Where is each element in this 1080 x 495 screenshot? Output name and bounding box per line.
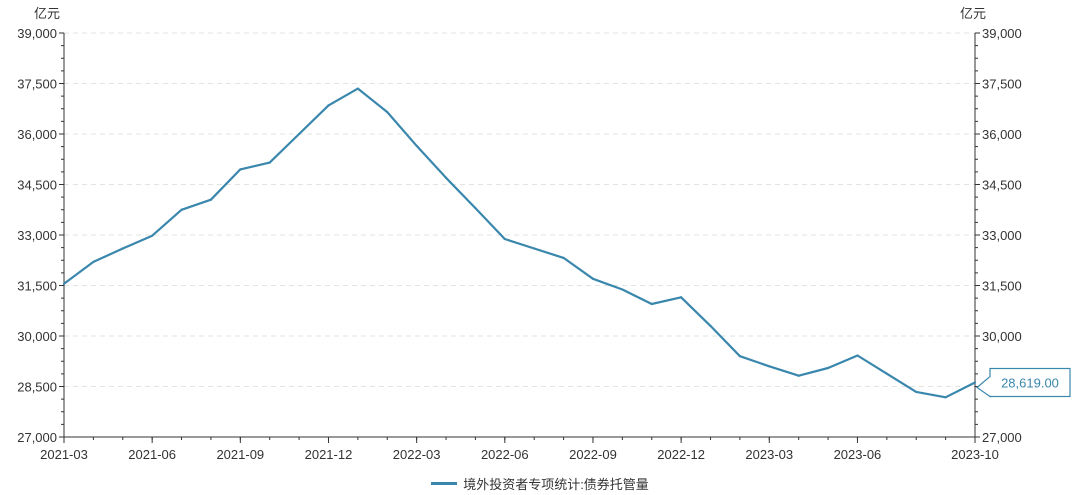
legend-swatch — [431, 482, 458, 486]
line-chart: 27,00027,00028,50028,50030,00030,00031,5… — [17, 26, 1071, 462]
data-point — [562, 256, 565, 259]
left-tick-label: 34,500 — [17, 178, 57, 193]
x-tick-label: 2021-12 — [305, 447, 353, 462]
data-point — [209, 198, 213, 201]
data-point — [92, 260, 95, 264]
data-point — [533, 247, 536, 250]
left-tick-label: 28,500 — [17, 380, 57, 395]
data-point — [503, 237, 506, 241]
data-point — [327, 104, 330, 107]
data-point — [826, 366, 830, 370]
legend[interactable]: 境外投资者专项统计:债券托管量 — [0, 474, 1080, 493]
x-tick-label: 2023-10 — [951, 447, 999, 462]
x-tick-label: 2022-06 — [481, 447, 529, 462]
right-tick-label: 31,500 — [982, 279, 1022, 294]
x-tick-label: 2022-03 — [393, 447, 441, 462]
data-point — [738, 355, 742, 358]
x-tick-label: 2021-09 — [216, 447, 264, 462]
series-line — [63, 87, 976, 399]
data-point — [856, 354, 859, 357]
left-tick-label: 37,500 — [17, 77, 57, 92]
data-point — [386, 111, 389, 114]
data-point — [768, 365, 771, 368]
left-tick-label: 31,500 — [17, 279, 57, 294]
data-point — [650, 302, 653, 306]
data-point — [62, 282, 66, 285]
x-tick-label: 2021-06 — [128, 447, 176, 462]
data-point — [356, 87, 359, 90]
data-point — [591, 277, 595, 280]
x-tick-label: 2021-03 — [40, 447, 88, 462]
data-point — [268, 161, 271, 164]
data-point — [121, 247, 124, 250]
data-point — [415, 144, 418, 147]
x-tick-label: 2023-06 — [834, 447, 882, 462]
left-axis-unit: 亿元 — [34, 6, 61, 21]
data-point — [239, 168, 242, 171]
data-point — [297, 132, 301, 136]
data-point — [151, 234, 154, 237]
right-tick-label: 34,500 — [982, 178, 1022, 193]
last-value-label: 28,619.00 — [1001, 375, 1059, 390]
data-point — [973, 381, 977, 384]
right-tick-label: 39,000 — [982, 26, 1022, 41]
left-tick-label: 30,000 — [17, 329, 57, 344]
left-tick-label: 27,000 — [17, 430, 57, 445]
x-tick-label: 2023-03 — [745, 447, 793, 462]
data-point — [180, 208, 183, 211]
x-tick-label: 2022-12 — [657, 447, 705, 462]
x-tick-label: 2022-09 — [569, 447, 617, 462]
data-point — [680, 296, 683, 299]
data-point — [444, 176, 448, 179]
left-tick-label: 39,000 — [17, 26, 57, 41]
last-value-callout — [989, 367, 1071, 398]
data-point — [885, 372, 888, 375]
data-point — [621, 288, 624, 291]
right-tick-label: 30,000 — [982, 329, 1022, 344]
legend-label: 境外投资者专项统计:债券托管量 — [463, 477, 649, 492]
right-axis-unit: 亿元 — [960, 6, 987, 21]
data-point — [944, 396, 947, 399]
data-point — [474, 206, 477, 210]
data-point — [915, 390, 918, 393]
right-tick-label: 36,000 — [982, 127, 1022, 142]
left-tick-label: 33,000 — [17, 228, 57, 243]
right-tick-label: 27,000 — [982, 430, 1022, 445]
right-tick-label: 37,500 — [982, 77, 1022, 92]
left-tick-label: 36,000 — [17, 127, 57, 142]
data-point — [709, 324, 712, 327]
data-point — [797, 374, 800, 377]
right-tick-label: 33,000 — [982, 228, 1022, 243]
